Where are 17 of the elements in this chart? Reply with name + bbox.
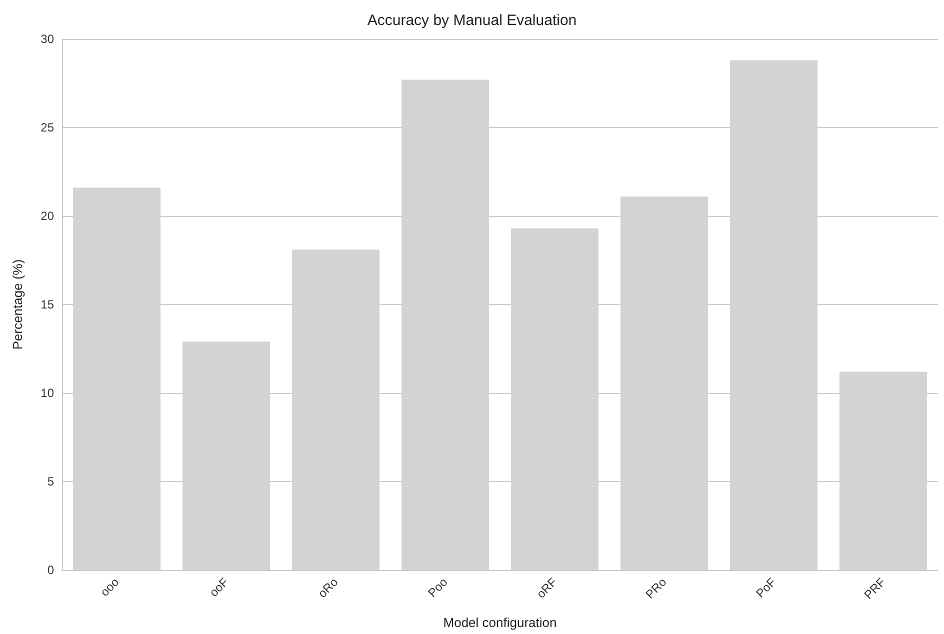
y-tick-label: 5	[47, 474, 54, 488]
y-tick-label: 30	[40, 32, 54, 46]
x-tick-label: ooo	[98, 574, 122, 600]
y-tick-label: 15	[40, 298, 54, 312]
x-axis-title: Model configuration	[443, 615, 557, 630]
x-tick-label: Poo	[425, 574, 450, 600]
x-tick-label: oRo	[315, 574, 341, 601]
x-tick-label: oRF	[534, 575, 560, 601]
chart-title: Accuracy by Manual Evaluation	[367, 12, 577, 29]
x-tick-label: PRo	[642, 574, 670, 602]
y-tick-label: 20	[40, 209, 54, 223]
y-tick-label: 0	[47, 563, 54, 577]
x-tick-label: PoF	[753, 575, 779, 600]
x-tick-label: ooF	[206, 575, 232, 600]
y-tick-label: 10	[40, 386, 54, 400]
y-tick-label: 25	[40, 120, 54, 134]
y-axis-title: Percentage (%)	[10, 259, 25, 350]
